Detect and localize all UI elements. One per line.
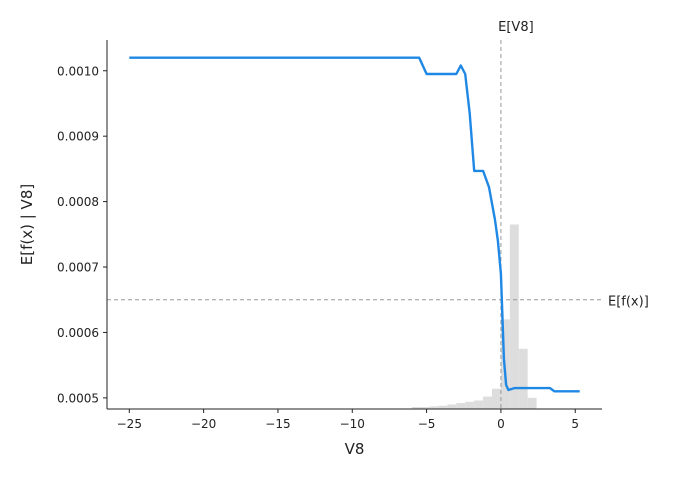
histogram-bar [474, 400, 484, 409]
x-axis-title: V8 [345, 440, 365, 458]
y-tick-label: 0.0010 [57, 64, 99, 78]
histogram-bar [456, 403, 466, 409]
histogram-bar [411, 407, 421, 409]
histogram-bar [509, 224, 519, 409]
x-tick-label: 0 [497, 417, 505, 431]
axes: −25 −20 −15 −10 −5 0 5 0.0005 0.0006 0.0007 0.0008… [57, 40, 602, 431]
histogram [411, 224, 537, 409]
mean-prediction-label: E[f(x)] [608, 295, 649, 310]
y-tick-label: 0.0006 [57, 326, 99, 340]
histogram-bar [465, 401, 475, 409]
series-line [129, 56, 580, 393]
y-tick-label: 0.0007 [57, 261, 99, 275]
histogram-bar [429, 406, 439, 409]
series-layer [129, 56, 580, 393]
x-tick-label: −15 [265, 417, 290, 431]
histogram-bar [438, 405, 448, 409]
y-axis-title: E[f(x) | V8] [18, 184, 36, 265]
y-tick-label: 0.0009 [57, 130, 99, 144]
y-tick-label: 0.0005 [57, 391, 99, 405]
histogram-bar [447, 404, 457, 409]
x-tick-label: −10 [340, 417, 365, 431]
y-tick-label: 0.0008 [57, 195, 99, 209]
histogram-bar [420, 407, 430, 409]
histogram-bar [483, 396, 492, 409]
mean-feature-label: E[V8] [498, 20, 534, 35]
reference-lines: E[V8] E[f(x)] [107, 20, 649, 409]
x-tick-label: −5 [418, 417, 436, 431]
histogram-bar [492, 388, 501, 409]
histogram-bar [518, 348, 528, 409]
x-tick-label: −25 [117, 417, 142, 431]
x-tick-label: 5 [571, 417, 579, 431]
x-tick-label: −20 [191, 417, 216, 431]
histogram-bar [527, 397, 537, 409]
